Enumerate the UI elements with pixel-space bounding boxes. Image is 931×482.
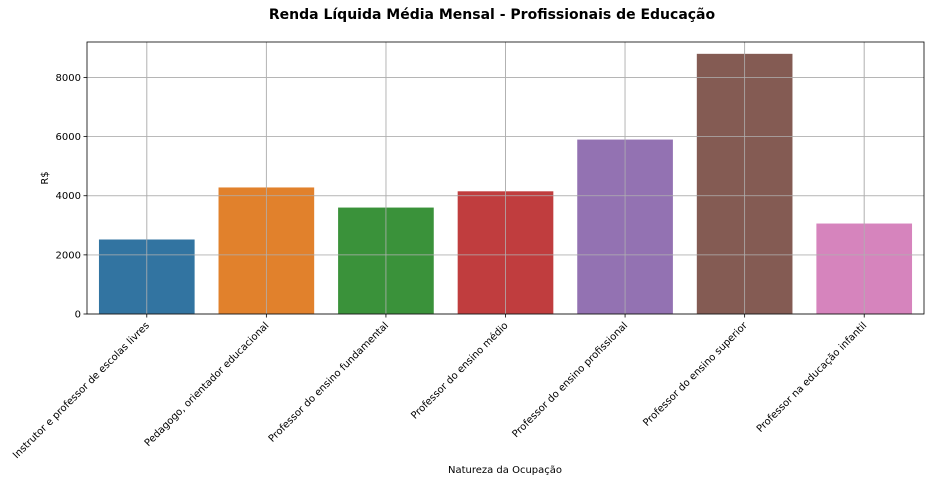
chart-title: Renda Líquida Média Mensal - Profissiona… — [269, 7, 716, 23]
y-tick-label: 6000 — [56, 132, 81, 143]
y-axis-ticks: 0 2000 4000 6000 8000 — [56, 73, 87, 321]
x-axis-label: Natureza da Ocupação — [448, 465, 562, 476]
x-tick-label: Professor do ensino médio — [409, 320, 511, 422]
x-tick-label: Instrutor e professor de escolas livres — [11, 320, 152, 461]
x-tick-label: Professor do ensino superior — [641, 320, 750, 429]
overlay-grid-layer — [87, 42, 924, 315]
y-tick-label: 0 — [75, 310, 81, 321]
x-tick-label: Pedagogo, orientador educacional — [143, 320, 272, 449]
y-tick-label: 2000 — [56, 250, 81, 261]
x-tick-label: Professor do ensino fundamental — [267, 320, 391, 444]
y-axis-label: R$ — [40, 171, 51, 184]
x-axis-ticks: Instrutor e professor de escolas livresP… — [11, 314, 869, 461]
y-tick-label: 4000 — [56, 191, 81, 202]
y-tick-label: 8000 — [56, 73, 81, 84]
x-tick-label: Professor do ensino profissional — [510, 320, 630, 440]
x-tick-label: Professor na educação infantil — [755, 320, 870, 435]
